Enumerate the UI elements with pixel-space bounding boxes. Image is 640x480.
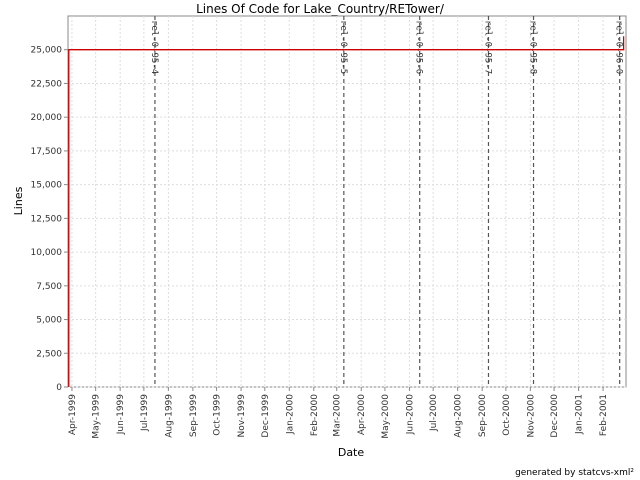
x-tick-label: May-2000 (381, 394, 391, 439)
y-tick-label: 0 (56, 383, 62, 393)
x-tick-label: Aug-2000 (454, 394, 464, 438)
release-marker-label: rel-0-95-7 (482, 20, 492, 74)
x-tick-label: Jul-1999 (140, 394, 150, 432)
x-tick-label: Oct-2000 (502, 394, 512, 436)
release-marker-label: rel-0-95-6 (414, 20, 424, 74)
x-tick-label: Oct-1999 (213, 394, 223, 436)
y-tick-label: 22,500 (31, 79, 63, 89)
loc-series-line (68, 36, 625, 387)
y-tick-label: 2,500 (36, 349, 62, 359)
x-tick-label: Jan-2001 (575, 394, 585, 435)
x-tick-label: Nov-2000 (526, 394, 536, 438)
release-marker-label: rel-0-95-4 (149, 20, 159, 74)
x-tick-label: Jun-2000 (405, 394, 415, 435)
series-layer (68, 36, 625, 387)
x-tick-label: Mar-2000 (333, 394, 343, 437)
x-axis: Apr-1999 May-1999 Jun-1999 Jul-1999 Aug-1999… (68, 387, 609, 439)
x-tick-label: Jan-2000 (285, 394, 295, 435)
y-axis-label: Lines (12, 186, 25, 215)
x-tick-label: Apr-1999 (68, 394, 78, 435)
y-tick-label: 7,500 (36, 282, 62, 292)
x-tick-label: Feb-2001 (599, 394, 609, 436)
x-tick-label: Sep-1999 (189, 394, 199, 437)
y-tick-label: 15,000 (31, 181, 63, 191)
release-marker-label: rel-0-95-8 (528, 20, 538, 74)
y-tick-label: 17,500 (31, 147, 63, 157)
x-tick-label: Jul-2000 (429, 394, 439, 432)
x-axis-label: Date (338, 446, 365, 459)
x-tick-label: Aug-1999 (164, 394, 174, 438)
x-tick-label: Nov-1999 (237, 394, 247, 438)
x-tick-label: Feb-2000 (310, 394, 320, 436)
y-tick-label: 10,000 (31, 248, 63, 258)
x-tick-label: Dec-1999 (261, 394, 271, 438)
y-tick-label: 25,000 (31, 46, 63, 56)
x-tick-label: Apr-2000 (357, 394, 367, 435)
x-tick-label: May-1999 (92, 394, 102, 439)
x-tick-label: Dec-2000 (550, 394, 560, 438)
y-tick-label: 20,000 (31, 113, 63, 123)
release-marker-label: rel-0-95-5 (338, 20, 348, 74)
y-tick-label: 12,500 (31, 214, 63, 224)
release-marker-label: rel-0-96-0 (614, 20, 624, 74)
x-tick-label: Sep-2000 (478, 394, 488, 437)
x-tick-label: Jun-1999 (116, 394, 126, 435)
y-tick-label: 5,000 (36, 316, 62, 326)
y-axis: 0 2,500 5,000 7,500 10,000 12,500 15,000 17,500… (31, 46, 68, 393)
release-markers: rel-0-95-4 rel-0-95-5 rel-0-95-6 rel-0-95-7… (149, 16, 624, 387)
footer-credit: generated by statcvs-xml² (515, 468, 634, 478)
chart-title: Lines Of Code for Lake_Country/RETower/ (196, 2, 445, 16)
